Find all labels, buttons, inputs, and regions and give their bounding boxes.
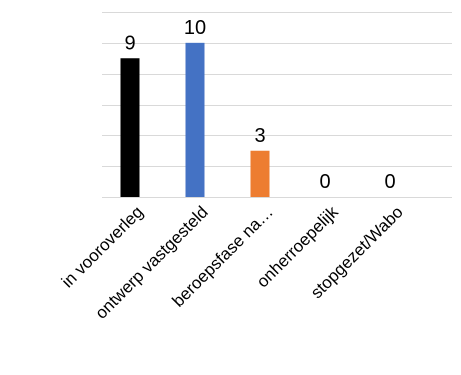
gridlines: [102, 12, 452, 198]
data-labels: 9 10 3 0 0: [124, 17, 395, 193]
data-label-0: 9: [124, 32, 135, 54]
data-label-4: 0: [384, 171, 395, 193]
bar-2: [250, 150, 270, 197]
data-label-1: 10: [184, 17, 206, 39]
bars: [120, 42, 270, 198]
x-tick-label-1: ontwerp vastgesteld: [91, 202, 211, 322]
bar-1: [185, 42, 205, 198]
data-label-2: 3: [254, 125, 265, 147]
data-label-3: 0: [319, 171, 330, 193]
bar-0: [120, 58, 140, 197]
